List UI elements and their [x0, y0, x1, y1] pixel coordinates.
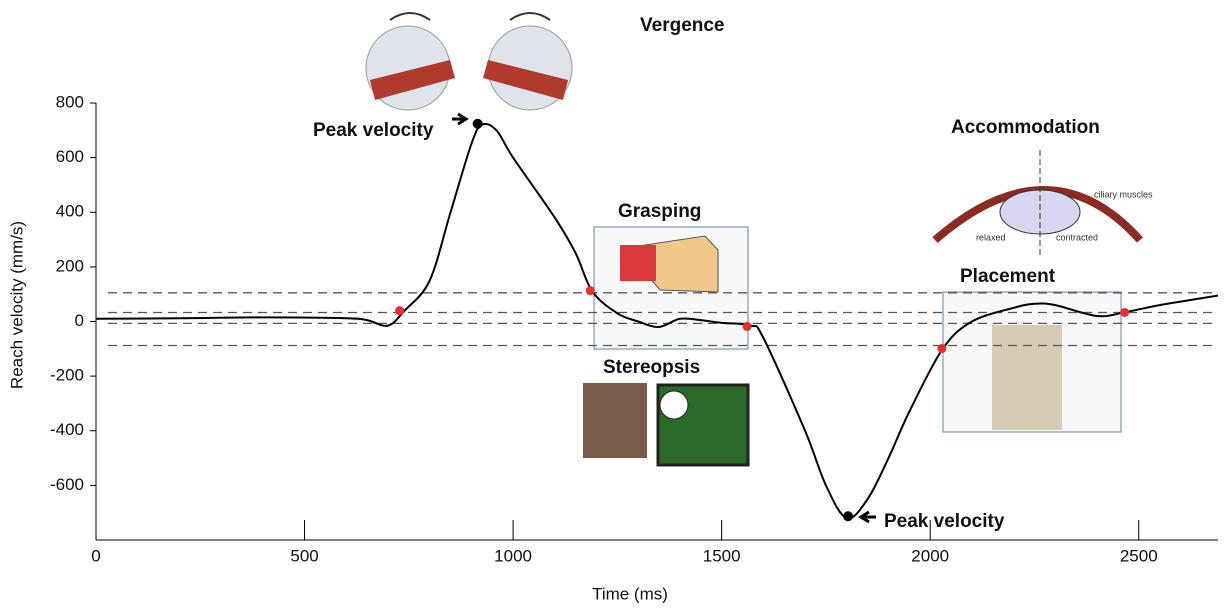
stereo-photo — [583, 383, 647, 458]
cube — [620, 245, 656, 281]
arrow — [452, 114, 466, 124]
x-tick-label: 1000 — [494, 546, 532, 565]
arrow — [861, 512, 876, 522]
crossing-point — [937, 344, 946, 353]
y-tick-label: 400 — [56, 202, 84, 221]
crossing-point — [743, 322, 752, 331]
annotation: Placement — [960, 266, 1056, 287]
annotation: Stereopsis — [603, 357, 700, 378]
y-tick-label: 800 — [56, 92, 84, 111]
crossing-point — [586, 286, 595, 295]
x-tick-label: 0 — [91, 546, 100, 565]
annotation: Peak velocity — [313, 120, 434, 141]
y-tick-label: -600 — [50, 475, 84, 494]
ball — [660, 391, 688, 419]
crossing-point — [1120, 308, 1129, 317]
x-axis-title: Time (ms) — [592, 584, 668, 603]
x-tick-label: 1500 — [703, 546, 741, 565]
peak-point — [843, 511, 853, 521]
annotation: Vergence — [640, 15, 725, 36]
y-tick-label: 600 — [56, 147, 84, 166]
y-tick-label: -200 — [50, 366, 84, 385]
y-tick-label: 0 — [75, 311, 84, 330]
annotation: Grasping — [618, 201, 701, 222]
x-tick-label: 500 — [290, 546, 318, 565]
annotation: relaxed — [976, 232, 1006, 242]
x-tick-label: 2000 — [911, 546, 949, 565]
x-tick-label: 2500 — [1120, 546, 1158, 565]
accommodation-eye — [935, 150, 1140, 255]
chart: Reach velocity (mm/s) Time (ms) Vergence… — [0, 0, 1224, 607]
y-tick-label: 200 — [56, 256, 84, 275]
annotation: ciliary muscles — [1094, 189, 1153, 199]
crossing-point — [395, 306, 404, 315]
vergence-eyes — [366, 13, 572, 110]
peak-point — [473, 119, 483, 129]
placement-photo — [992, 325, 1062, 430]
annotation: Accommodation — [951, 117, 1100, 138]
y-axis-title: Reach velocity (mm/s) — [7, 221, 26, 389]
y-tick-label: -400 — [50, 420, 84, 439]
annotation: contracted — [1056, 232, 1098, 242]
annotation: Peak velocity — [884, 511, 1005, 532]
